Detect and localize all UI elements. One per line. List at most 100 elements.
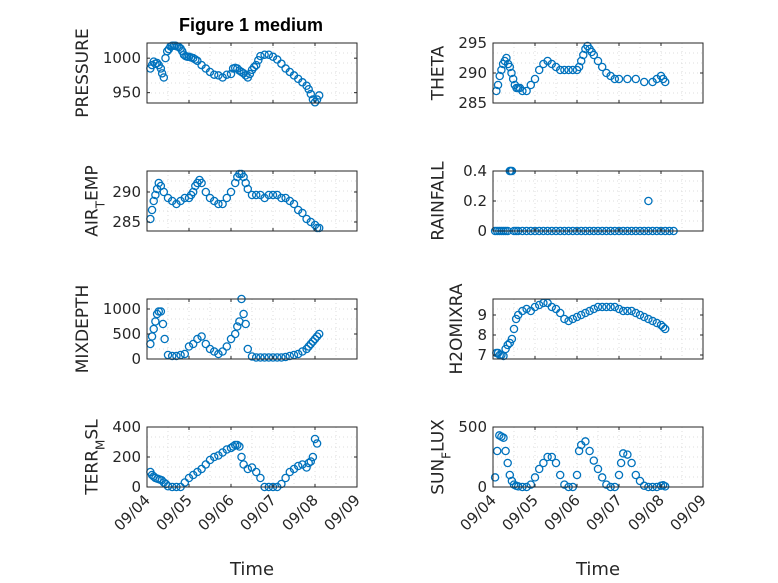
y-axis-label: RAINFALL <box>428 161 448 241</box>
data-point <box>493 80 503 90</box>
data-point <box>281 352 290 362</box>
subplot-3: 285 290 AIRTEMP <box>82 165 358 237</box>
data-point <box>593 464 603 474</box>
data-point <box>602 480 611 489</box>
data-point <box>555 308 565 318</box>
data-point <box>627 458 636 468</box>
data-point <box>560 314 569 324</box>
data-point <box>251 60 261 70</box>
y-tick-label: 500 <box>458 418 487 436</box>
data-point <box>304 458 313 468</box>
data-point <box>581 437 590 446</box>
data-point <box>513 482 523 491</box>
data-point <box>247 190 257 200</box>
data-point <box>197 178 206 188</box>
data-point <box>314 223 324 233</box>
data-point <box>530 74 540 84</box>
data-point <box>241 319 250 329</box>
data-point <box>623 306 632 316</box>
data-point <box>209 70 219 79</box>
data-point <box>239 309 248 319</box>
data-point <box>501 344 510 354</box>
data-point <box>214 199 223 209</box>
data-point <box>156 64 166 73</box>
y-tick-label: 0.4 <box>463 162 487 180</box>
data-point <box>260 353 269 362</box>
data-point <box>589 456 599 465</box>
data-point <box>239 460 248 469</box>
data-point <box>509 324 519 334</box>
y-tick-label: 0 <box>131 350 141 368</box>
data-point <box>163 481 173 491</box>
data-point <box>631 308 641 318</box>
y-tick-label: 9 <box>477 306 487 324</box>
data-point <box>251 190 261 200</box>
x-axis-label: Time <box>229 559 274 580</box>
data-point <box>631 74 641 84</box>
data-point <box>547 452 557 462</box>
data-point <box>581 308 590 318</box>
data-point <box>602 302 611 312</box>
data-point <box>593 302 603 312</box>
data-point <box>505 338 515 348</box>
data-point <box>614 304 624 314</box>
axes-box <box>492 298 704 360</box>
data-point <box>241 71 250 80</box>
data-point <box>497 65 506 75</box>
data-point <box>159 73 169 82</box>
data-point <box>530 473 540 482</box>
data-point <box>264 50 274 59</box>
data-point <box>306 457 316 466</box>
data-point <box>648 316 657 326</box>
data-point <box>147 205 157 215</box>
data-point <box>551 458 561 468</box>
data-point <box>160 334 169 344</box>
data-point <box>230 329 240 339</box>
data-point <box>209 347 219 356</box>
data-point <box>618 306 628 316</box>
data-point <box>616 458 626 468</box>
data-point <box>197 464 206 474</box>
data-point <box>631 470 641 480</box>
data-point <box>614 470 624 480</box>
data-point <box>507 68 516 78</box>
data-point <box>572 470 582 480</box>
y-axis-label: AIRTEMP <box>82 165 107 236</box>
y-tick-label: 290 <box>458 64 487 82</box>
data-point <box>502 53 511 63</box>
data-point <box>254 55 263 65</box>
data-point <box>277 479 286 489</box>
data-point <box>260 50 269 59</box>
data-point <box>268 190 278 200</box>
subplot-5: 0 500 1000 MIXDEPTH <box>73 285 358 373</box>
data-point <box>237 452 246 462</box>
data-point <box>490 473 500 482</box>
data-point <box>534 65 544 75</box>
data-point <box>205 344 215 354</box>
data-point <box>184 342 194 351</box>
data-point <box>511 314 521 324</box>
data-point <box>560 480 569 489</box>
subplot-2: 285 290 295 THETA <box>428 34 704 112</box>
data-point <box>272 353 282 362</box>
data-point <box>306 339 316 349</box>
y-tick-label: 7 <box>477 346 487 364</box>
data-point <box>156 307 166 316</box>
data-point <box>209 452 219 462</box>
data-point <box>644 314 653 324</box>
data-point <box>157 69 167 78</box>
data-point <box>639 481 649 491</box>
data-point <box>543 452 552 462</box>
data-point <box>243 464 253 474</box>
data-point <box>507 334 517 344</box>
data-point <box>314 329 324 339</box>
data-point <box>572 312 582 322</box>
y-tick-label: 285 <box>458 94 487 112</box>
data-point <box>233 440 242 450</box>
data-point <box>218 199 227 209</box>
data-point <box>526 480 536 489</box>
y-tick-label: 295 <box>458 34 487 52</box>
data-point <box>555 470 565 480</box>
data-point <box>589 50 599 60</box>
data-point <box>193 334 202 344</box>
